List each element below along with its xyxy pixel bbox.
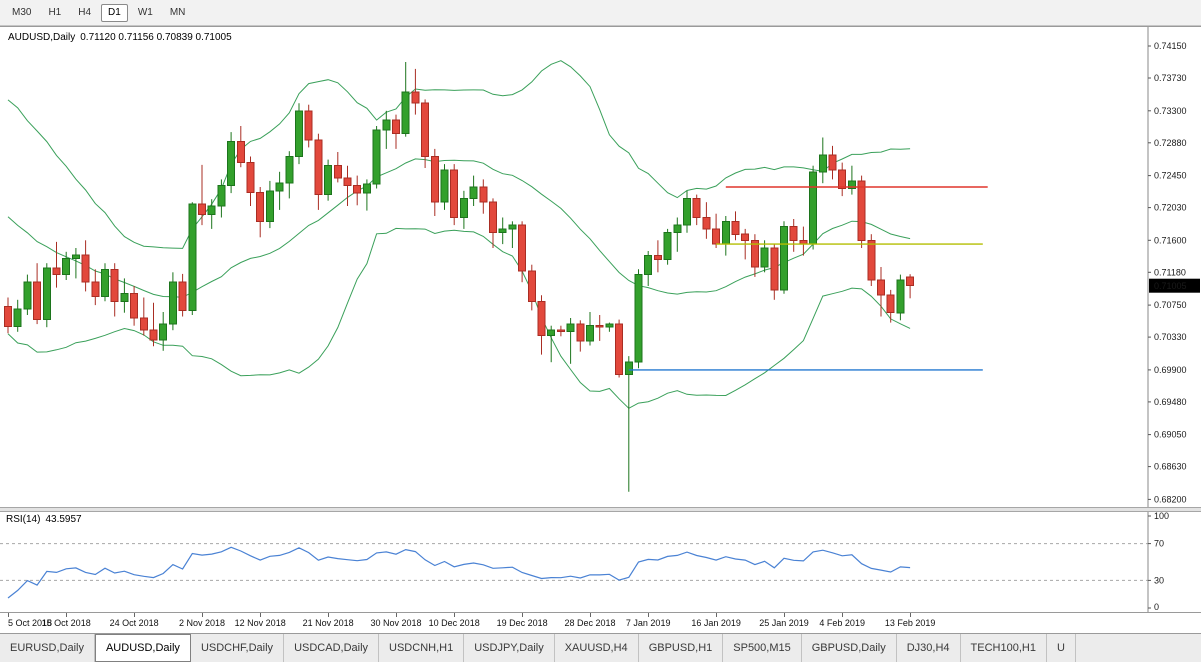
date-label-15-oct-2018: 15 Oct 2018 [41, 618, 91, 628]
chart-tab-sp500-m15[interactable]: SP500,M15 [723, 634, 802, 662]
price-axis-label: 0.72030 [1154, 203, 1187, 213]
price-axis-label: 0.73300 [1154, 106, 1187, 116]
price-axis-label: 0.70330 [1154, 332, 1187, 342]
price-axis-label: 0.70750 [1154, 300, 1187, 310]
price-axis-label: 0.73730 [1154, 73, 1187, 83]
chart-tab-dj30-h4[interactable]: DJ30,H4 [897, 634, 961, 662]
timeframe-button-d1[interactable]: D1 [101, 3, 128, 22]
current-price-value: 0.71005 [1154, 281, 1187, 291]
date-label-2-nov-2018: 2 Nov 2018 [178, 618, 226, 628]
date-label-10-dec-2018: 10 Dec 2018 [428, 618, 480, 628]
timeframe-button-mn[interactable]: MN [169, 6, 186, 18]
date-tick-mark [454, 613, 456, 617]
date-tick-mark [590, 613, 591, 617]
date-label-24-oct-2018: 24 Oct 2018 [109, 618, 159, 628]
date-tick-mark [8, 613, 9, 617]
date-label-25-jan-2019: 25 Jan 2019 [759, 618, 809, 628]
date-axis[interactable]: 5 Oct 2018 15 Oct 2018 24 Oct 2018 2 Nov 20… [0, 612, 1201, 633]
chart-symbol-label: AUDUSD,Daily [8, 32, 76, 43]
chart-tab-usdcad-daily[interactable]: USDCAD,Daily [284, 634, 380, 662]
date-tick-mark [716, 613, 718, 617]
price-pane[interactable]: 0.74150 0.73730 0.73300 0.72880 0.72450 0.720… [0, 27, 1201, 507]
date-tick-mark [910, 613, 912, 617]
bollinger-lower-band [7, 227, 911, 409]
rsi-axis-label: 30 [1154, 575, 1164, 585]
timeframe-button-m30[interactable]: M30 [12, 6, 32, 18]
date-label-5-oct-2018: 5 Oct 2018 [7, 618, 53, 628]
date-label-19-dec-2018: 19 Dec 2018 [496, 618, 548, 628]
price-axis-label: 0.69900 [1154, 365, 1187, 375]
timeframe-button-h1[interactable]: H1 [48, 6, 62, 18]
chart-tab-xauusd-h4[interactable]: XAUUSD,H4 [555, 634, 639, 662]
candles-group [4, 62, 915, 492]
date-label-12-nov-2018: 12 Nov 2018 [234, 618, 286, 628]
date-tick-mark [260, 613, 262, 617]
date-tick-mark [202, 613, 203, 617]
rsi-chart-canvas[interactable]: 100 70 30 0 [0, 512, 1201, 612]
date-label-30-nov-2018: 30 Nov 2018 [370, 618, 422, 628]
bollinger-middle-band [7, 158, 911, 298]
pane-splitter[interactable] [0, 507, 1201, 512]
rsi-value: 43.5957 [45, 514, 82, 525]
price-axis-label: 0.69480 [1154, 397, 1187, 407]
date-tick-mark [784, 613, 785, 617]
price-axis-label: 0.71600 [1154, 235, 1187, 245]
chart-tab-usdjpy-daily[interactable]: USDJPY,Daily [464, 634, 555, 662]
chart-tab-usdchf-daily[interactable]: USDCHF,Daily [191, 634, 285, 662]
price-axis-label: 0.68630 [1154, 462, 1187, 472]
date-tick-mark [328, 613, 330, 617]
rsi-pane[interactable]: 100 70 30 0 RSI(14) 43.5957 [0, 512, 1201, 612]
rsi-name: RSI(14) [6, 514, 41, 525]
date-tick-mark [842, 613, 844, 617]
price-axis-label: 0.69050 [1154, 430, 1187, 440]
bollinger-upper-band [7, 60, 911, 249]
date-label-21-nov-2018: 21 Nov 2018 [302, 618, 354, 628]
chart-tab-audusd-daily[interactable]: AUDUSD,Daily [94, 634, 191, 662]
rsi-axis-label: 70 [1154, 539, 1164, 549]
price-chart-canvas[interactable]: 0.74150 0.73730 0.73300 0.72880 0.72450 0.720… [0, 27, 1201, 507]
price-axis-label: 0.68200 [1154, 494, 1187, 504]
chart-tab-gbpusd-h1[interactable]: GBPUSD,H1 [639, 634, 724, 662]
rsi-indicator-label: RSI(14) 43.5957 [6, 514, 82, 525]
price-axis-label: 0.74150 [1154, 41, 1187, 51]
chart-tab-u[interactable]: U [1047, 634, 1076, 662]
chart-ohlc-values: 0.71120 0.71156 0.70839 0.71005 [80, 32, 232, 43]
chart-tab-eurusd-daily[interactable]: EURUSD,Daily [0, 634, 95, 662]
date-label-28-dec-2018: 28 Dec 2018 [564, 618, 616, 628]
date-tick-mark [66, 613, 68, 617]
current-price-badge: 0.71005 [1149, 278, 1200, 293]
timeframe-button-w1[interactable]: W1 [137, 6, 153, 18]
chart-tab-usdcnh-h1[interactable]: USDCNH,H1 [379, 634, 465, 662]
date-tick-mark [134, 613, 136, 617]
date-label-7-jan-2019: 7 Jan 2019 [625, 618, 671, 628]
chart-window: 0.74150 0.73730 0.73300 0.72880 0.72450 0.720… [0, 26, 1201, 634]
date-label-4-feb-2019: 4 Feb 2019 [819, 618, 865, 628]
chart-tab-gbpusd-daily[interactable]: GBPUSD,Daily [802, 634, 897, 662]
chart-tab-tech100-h1[interactable]: TECH100,H1 [961, 634, 1047, 662]
price-axis-label: 0.71180 [1154, 267, 1186, 277]
chart-tab-bar: EURUSD,Daily AUDUSD,Daily USDCHF,Daily USDC… [0, 634, 1201, 662]
price-axis-label: 0.72450 [1154, 171, 1187, 181]
date-tick-mark [522, 613, 524, 617]
chart-title: AUDUSD,Daily 0.71120 0.71156 0.70839 0.71… [8, 32, 232, 43]
date-label-13-feb-2019: 13 Feb 2019 [884, 618, 936, 628]
rsi-axis-label: 0 [1154, 602, 1159, 612]
date-tick-mark [396, 613, 397, 617]
timeframe-toolbar: M30 H1 H4 D1 W1 MN [0, 0, 1201, 26]
date-label-16-jan-2019: 16 Jan 2019 [691, 618, 741, 628]
rsi-axis-label: 100 [1154, 512, 1169, 521]
date-tick-mark [648, 613, 650, 617]
price-axis-label: 0.72880 [1154, 138, 1187, 148]
rsi-line [7, 546, 911, 599]
timeframe-button-h4[interactable]: H4 [78, 6, 92, 18]
